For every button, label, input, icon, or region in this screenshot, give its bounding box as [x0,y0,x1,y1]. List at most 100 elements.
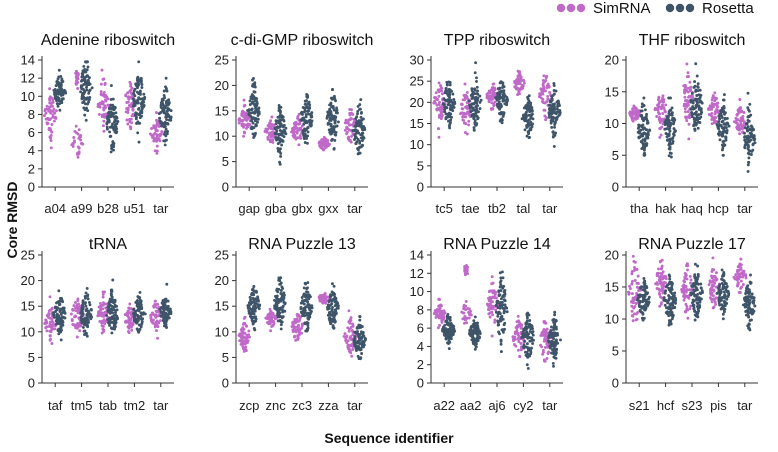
data-point [309,112,313,116]
data-point [128,118,131,121]
x-tick-label: tb2 [488,201,506,216]
data-point [523,112,527,116]
data-point [133,316,136,320]
data-point [279,122,283,126]
data-point [446,321,450,325]
data-point [301,112,304,116]
data-point [155,329,158,333]
data-point [751,142,755,146]
data-point [547,85,551,89]
data-point [107,118,111,122]
data-point [500,81,504,85]
data-point [517,71,521,75]
data-point [162,321,166,325]
data-point [348,327,351,331]
swarm-rosetta [468,315,482,351]
data-point [462,115,466,118]
data-point [661,103,664,107]
x-tick-label: zcp [239,398,259,413]
y-tick-label: 5 [222,154,229,169]
data-point [667,143,671,147]
data-point [270,316,274,320]
data-point [237,121,241,125]
data-point [247,329,251,333]
data-point [488,297,492,301]
data-point [60,318,64,322]
data-point [164,87,168,90]
data-point [445,333,449,337]
data-point [48,87,52,91]
y-tick-label: 5 [612,148,619,163]
data-point [80,321,84,325]
data-point [499,339,503,343]
data-point [474,342,478,346]
data-point [527,99,531,103]
data-point [112,107,116,111]
data-point [108,310,111,314]
data-point [671,122,675,126]
data-point [694,110,698,114]
data-point [136,101,140,105]
data-point [497,293,501,297]
data-point [110,124,114,128]
data-point [81,94,85,98]
data-point [162,111,166,115]
data-point [446,115,450,119]
data-point [136,86,139,90]
data-point [301,131,305,135]
data-point [136,83,140,87]
data-point [348,123,351,127]
data-point [449,108,453,112]
y-tick-label: 15 [605,84,619,99]
data-point [640,105,644,109]
data-point [353,138,356,141]
data-point [358,141,362,145]
data-point [135,112,139,116]
data-point [329,294,333,297]
data-point [111,140,115,144]
data-point [81,325,85,329]
data-point [331,317,335,321]
data-point [274,295,278,299]
x-tick-label: haq [681,201,703,216]
data-point [475,107,479,111]
data-point [258,304,261,308]
data-point [724,129,728,133]
data-point [101,77,105,81]
data-point [105,121,109,125]
data-point [552,144,556,148]
data-point [87,311,91,315]
data-point [150,320,154,324]
data-point [631,116,635,120]
data-point [302,302,306,306]
data-point [743,126,747,130]
data-point [474,345,478,348]
data-point [50,342,54,345]
data-point [447,329,450,333]
data-point [328,116,332,120]
data-point [743,138,747,142]
data-point [251,84,255,88]
data-point [344,339,348,343]
data-point [722,139,726,143]
data-point [245,111,249,115]
swarm-simrna [460,264,473,325]
data-point [49,139,53,143]
data-point [359,122,363,126]
data-point [691,101,695,105]
data-point [699,112,703,116]
data-point [668,124,672,128]
data-point [253,99,257,103]
y-tick-label: 14 [410,248,424,263]
data-point [309,123,313,127]
data-point [69,312,73,316]
data-point [103,98,107,102]
data-point [343,332,347,336]
data-point [695,113,699,117]
data-point [721,153,725,157]
data-point [100,68,104,72]
data-point [56,77,60,81]
data-point [637,123,641,127]
data-point [81,299,85,303]
swarm-rosetta [663,96,677,159]
